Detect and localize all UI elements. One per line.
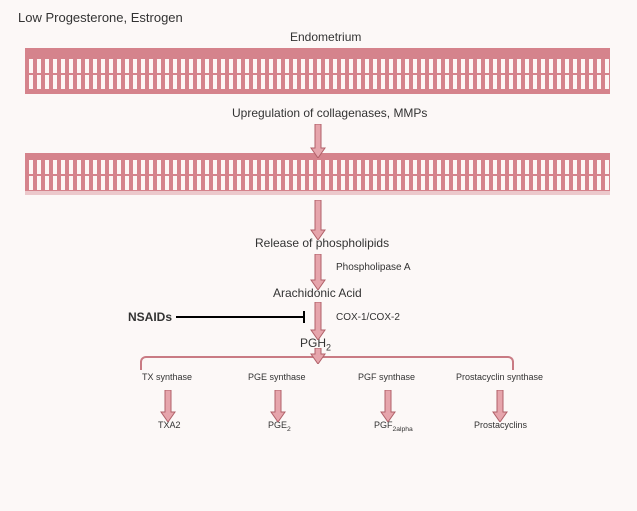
pgf-synthase-label: PGF synthase [358,372,415,382]
arrow-bracket-stem [307,348,329,364]
pge-synthase-label: PGE synthase [248,372,306,382]
diagram-title: Low Progesterone, Estrogen [18,10,183,25]
branch-arrow-1 [267,390,289,422]
branch-arrow-2 [377,390,399,422]
phospholipase-label: Phospholipase A [336,262,411,273]
nsaids-label: NSAIDs [128,310,172,324]
arrow-3 [307,254,329,290]
endometrium-intact [25,48,610,94]
tx-synthase-label: TX synthase [142,372,192,382]
cox-label: COX-1/COX-2 [336,312,400,323]
branch-arrow-0 [157,390,179,422]
branch-arrow-3 [489,390,511,422]
endometrium-label: Endometrium [290,30,361,44]
arrow-1 [307,124,329,158]
endometrium-breaking [25,153,610,195]
arrow-2 [307,200,329,240]
upregulation-label: Upregulation of collagenases, MMPs [232,106,427,120]
inhibition-line [176,316,304,318]
prostacyclin-synthase-label: Prostacyclin synthase [456,372,543,382]
arrow-4 [307,302,329,340]
